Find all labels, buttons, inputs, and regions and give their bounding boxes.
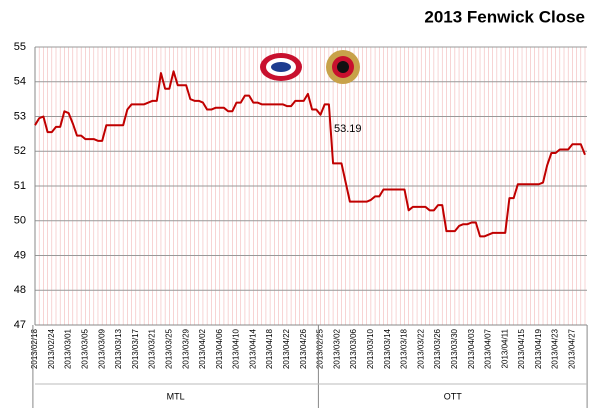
y-tick-label: 54	[14, 76, 26, 88]
x-tick-label: 2013/03/10	[366, 328, 375, 369]
x-tick-label: 2013/03/14	[383, 328, 392, 369]
data-line	[34, 70, 586, 238]
mtl-logo-core	[271, 62, 291, 72]
x-tick-label: 2013/03/02	[332, 328, 341, 369]
x-tick-label: 2013/04/03	[467, 328, 476, 369]
x-tick-label: 2013/03/05	[80, 328, 89, 369]
x-tick-label: 2013/03/01	[64, 328, 73, 369]
y-tick-label: 47	[14, 319, 26, 331]
group-label: MTL	[167, 391, 185, 401]
grid	[34, 46, 587, 326]
x-tick-label: 2013/04/26	[299, 328, 308, 369]
x-tick-label: 2013/04/23	[551, 328, 560, 369]
x-tick-label: 2013/02/25	[316, 328, 325, 369]
x-tick-label: 2013/03/18	[400, 328, 409, 369]
x-tick-label: 2013/03/17	[131, 328, 140, 369]
y-tick-label: 48	[14, 284, 26, 296]
y-tick-label: 50	[14, 215, 26, 227]
x-tick-label: 2013/04/10	[232, 328, 241, 369]
x-tick-label: 2013/03/06	[349, 328, 358, 369]
x-tick-label: 2013/04/06	[215, 328, 224, 369]
team-logos	[260, 50, 360, 84]
x-tick-label: 2013/03/21	[148, 328, 157, 369]
annotation: 53.19	[334, 123, 362, 135]
x-tick-label: 2013/03/30	[450, 328, 459, 369]
x-tick-label: 2013/04/14	[248, 328, 257, 369]
x-tick-label: 2013/03/13	[114, 328, 123, 369]
group-label: OTT	[444, 391, 462, 401]
x-tick-label: 2013/03/29	[181, 328, 190, 369]
x-tick-label: 2013/02/24	[47, 328, 56, 369]
y-tick-label: 55	[14, 41, 26, 53]
x-tick-label: 2013/02/18	[30, 328, 39, 369]
x-tick-label: 2013/04/02	[198, 328, 207, 369]
x-tick-label: 2013/03/25	[164, 328, 173, 369]
x-tick-label: 2013/04/07	[484, 328, 493, 369]
x-tick-label: 2013/04/27	[568, 328, 577, 369]
x-tick-label: 2013/04/11	[500, 328, 509, 368]
x-tick-label: 2013/03/26	[433, 328, 442, 369]
y-tick-label: 49	[14, 249, 26, 261]
x-tick-label: 2013/04/18	[265, 328, 274, 369]
chart-title: 2013 Fenwick Close	[424, 7, 585, 26]
x-tick-label: 2013/03/09	[97, 328, 106, 369]
x-tick-label: 2013/04/22	[282, 328, 291, 369]
x-tick-label: 2013/04/19	[534, 328, 543, 369]
y-tick-label: 52	[14, 145, 26, 157]
y-tick-label: 53	[14, 110, 26, 122]
ott-logo-core	[337, 61, 349, 73]
x-tick-label: 2013/04/15	[517, 328, 526, 369]
x-tick-label: 2013/03/22	[416, 328, 425, 369]
y-tick-label: 51	[14, 180, 26, 192]
